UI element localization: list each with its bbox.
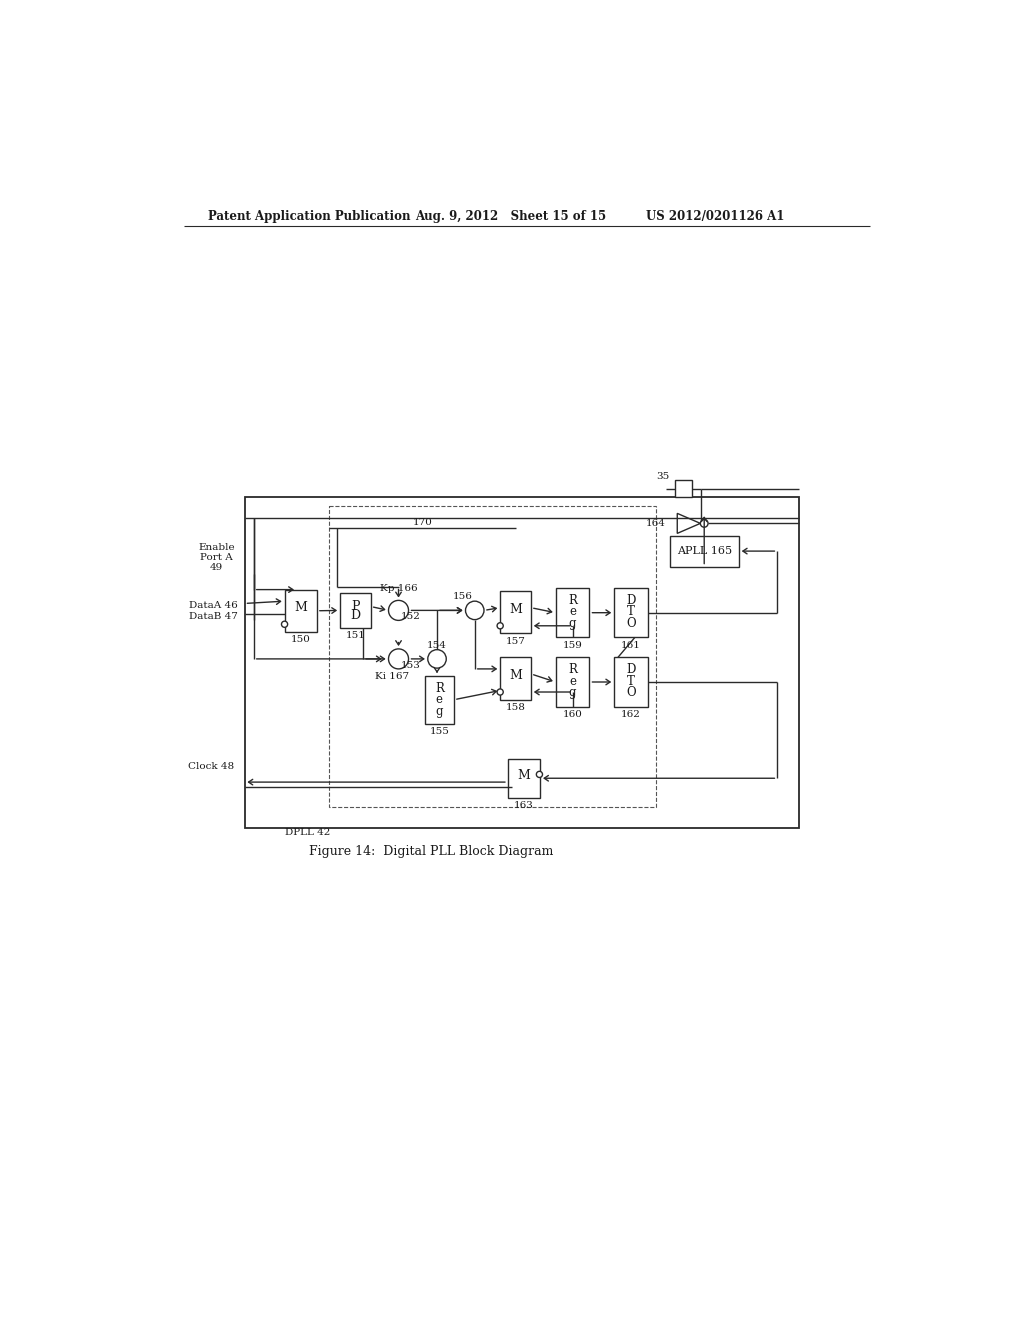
Text: D: D	[627, 663, 636, 676]
Text: 160: 160	[562, 710, 583, 719]
Bar	[285, 590, 316, 632]
Bar	[330, 507, 656, 807]
Text: 159: 159	[562, 640, 583, 649]
Text: 162: 162	[622, 710, 641, 719]
Text: R: R	[435, 681, 443, 694]
Text: g: g	[568, 616, 577, 630]
Text: M: M	[509, 603, 522, 615]
Text: 170: 170	[413, 519, 432, 527]
Text: e: e	[569, 606, 577, 619]
Text: R: R	[568, 663, 577, 676]
Text: O: O	[627, 686, 636, 700]
Bar	[340, 593, 371, 628]
Bar	[508, 759, 541, 797]
Text: 157: 157	[506, 636, 525, 645]
Bar	[500, 657, 531, 700]
Text: 163: 163	[514, 801, 534, 809]
Text: 153: 153	[401, 660, 421, 669]
Text: D: D	[350, 610, 360, 622]
Bar	[614, 657, 648, 706]
Text: M: M	[509, 669, 522, 682]
Text: 164: 164	[646, 519, 666, 528]
Text: 156: 156	[454, 593, 473, 601]
Text: D: D	[627, 594, 636, 607]
Text: R: R	[568, 594, 577, 607]
Text: 35: 35	[656, 473, 670, 480]
Circle shape	[388, 649, 409, 669]
Text: Clock 48: Clock 48	[188, 762, 234, 771]
Text: P: P	[351, 601, 359, 612]
Text: Port A: Port A	[201, 553, 233, 562]
Circle shape	[700, 520, 708, 527]
Text: DataA 46: DataA 46	[189, 601, 239, 610]
Text: 151: 151	[345, 631, 366, 640]
Text: O: O	[627, 616, 636, 630]
Bar	[556, 589, 590, 638]
Circle shape	[282, 622, 288, 627]
Bar	[556, 657, 590, 706]
Text: Ki 167: Ki 167	[376, 672, 410, 681]
Text: e: e	[436, 693, 442, 706]
Bar	[425, 676, 454, 723]
Text: g: g	[568, 686, 577, 700]
Text: DPLL 42: DPLL 42	[285, 828, 330, 837]
Text: 161: 161	[622, 640, 641, 649]
Circle shape	[497, 623, 503, 628]
Text: US 2012/0201126 A1: US 2012/0201126 A1	[646, 210, 784, 223]
Text: Enable: Enable	[199, 543, 236, 552]
Text: 155: 155	[429, 727, 450, 735]
Text: 49: 49	[210, 562, 223, 572]
Text: Kp 166: Kp 166	[380, 583, 418, 593]
Text: T: T	[627, 606, 635, 619]
Bar	[670, 536, 739, 566]
Text: T: T	[627, 675, 635, 688]
Circle shape	[537, 771, 543, 777]
Text: 158: 158	[506, 704, 525, 711]
Text: DataB 47: DataB 47	[189, 612, 239, 620]
Text: e: e	[569, 675, 577, 688]
Circle shape	[497, 689, 503, 696]
Circle shape	[428, 649, 446, 668]
Text: M: M	[294, 601, 307, 614]
Bar	[614, 589, 648, 638]
Text: 150: 150	[291, 635, 310, 644]
Text: 154: 154	[427, 640, 446, 649]
Text: APLL 165: APLL 165	[677, 546, 732, 556]
Text: M: M	[517, 768, 530, 781]
Text: Figure 14:  Digital PLL Block Diagram: Figure 14: Digital PLL Block Diagram	[308, 845, 553, 858]
Bar	[500, 591, 531, 634]
Text: Patent Application Publication: Patent Application Publication	[208, 210, 410, 223]
Text: g: g	[435, 705, 443, 718]
Bar	[675, 480, 692, 498]
Text: 152: 152	[401, 612, 421, 620]
Text: Aug. 9, 2012   Sheet 15 of 15: Aug. 9, 2012 Sheet 15 of 15	[416, 210, 606, 223]
Circle shape	[466, 601, 484, 619]
Bar	[245, 498, 799, 829]
Circle shape	[388, 601, 409, 620]
